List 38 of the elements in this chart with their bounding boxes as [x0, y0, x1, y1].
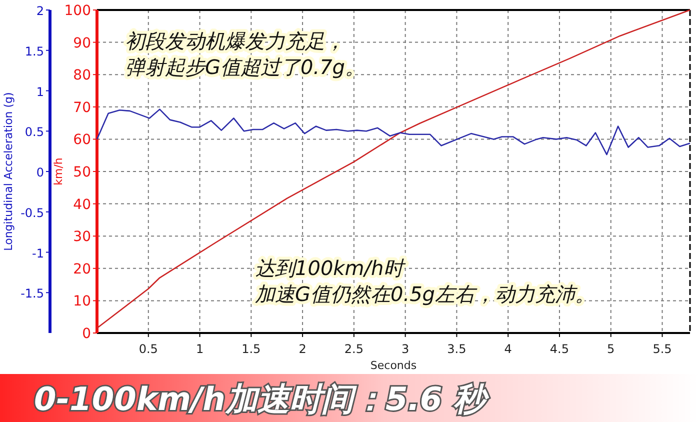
y2-tick-label: 1.5	[24, 44, 44, 58]
x-tick-label: 0.5	[138, 342, 158, 356]
y-tick-label: 50	[73, 164, 91, 180]
y2-axis-title: Longitudinal Acceleration (g)	[2, 92, 15, 251]
y2-tick-label: 1	[36, 84, 44, 99]
annotation: 达到100km/h时	[255, 256, 407, 280]
x-tick-label: 5.5	[652, 342, 672, 356]
x-tick-label: 1	[196, 342, 204, 356]
y-axis-title: km/h	[52, 158, 65, 186]
x-tick-label: 4.5	[550, 342, 570, 356]
x-tick-label: 3	[402, 342, 410, 356]
x-axis-title: Seconds	[370, 359, 417, 372]
y-tick-label: 90	[73, 35, 91, 52]
annotation: 加速G值仍然在0.5g左右，动力充沛。	[255, 282, 595, 306]
y-tick-label: 60	[73, 132, 91, 148]
x-tick-label: 1.5	[242, 342, 261, 356]
x-tick-label: 2	[298, 342, 306, 356]
y-tick-label: 100	[64, 3, 91, 19]
y-tick-label: 40	[73, 196, 91, 213]
y-tick-label: 70	[73, 100, 91, 116]
y2-tick-label: -1	[32, 246, 44, 260]
y-tick-label: 0	[82, 326, 91, 342]
annotation: 初段发动机爆发力充足，	[125, 29, 345, 53]
annotation: 弹射起步G值超过了0.7g。	[125, 55, 365, 79]
y-tick-label: 80	[73, 68, 91, 84]
x-tick-label: 4	[504, 342, 512, 356]
y2-tick-label: 0.5	[24, 125, 44, 140]
x-tick-label: 2.5	[344, 342, 364, 356]
y-tick-label: 20	[73, 261, 91, 278]
y2-tick-label: 0	[36, 166, 44, 180]
y2-tick-label: 2	[36, 4, 44, 18]
x-tick-label: 5	[607, 342, 615, 356]
text: 0-100km/h加速时间：5.6 秒	[34, 380, 490, 418]
x-tick-label: 3.5	[447, 342, 466, 356]
y-tick-label: 10	[73, 294, 91, 310]
y-tick-label: 30	[73, 229, 91, 246]
y2-tick-label: -0.5	[20, 206, 44, 220]
y2-tick-label: -1.5	[20, 286, 44, 301]
